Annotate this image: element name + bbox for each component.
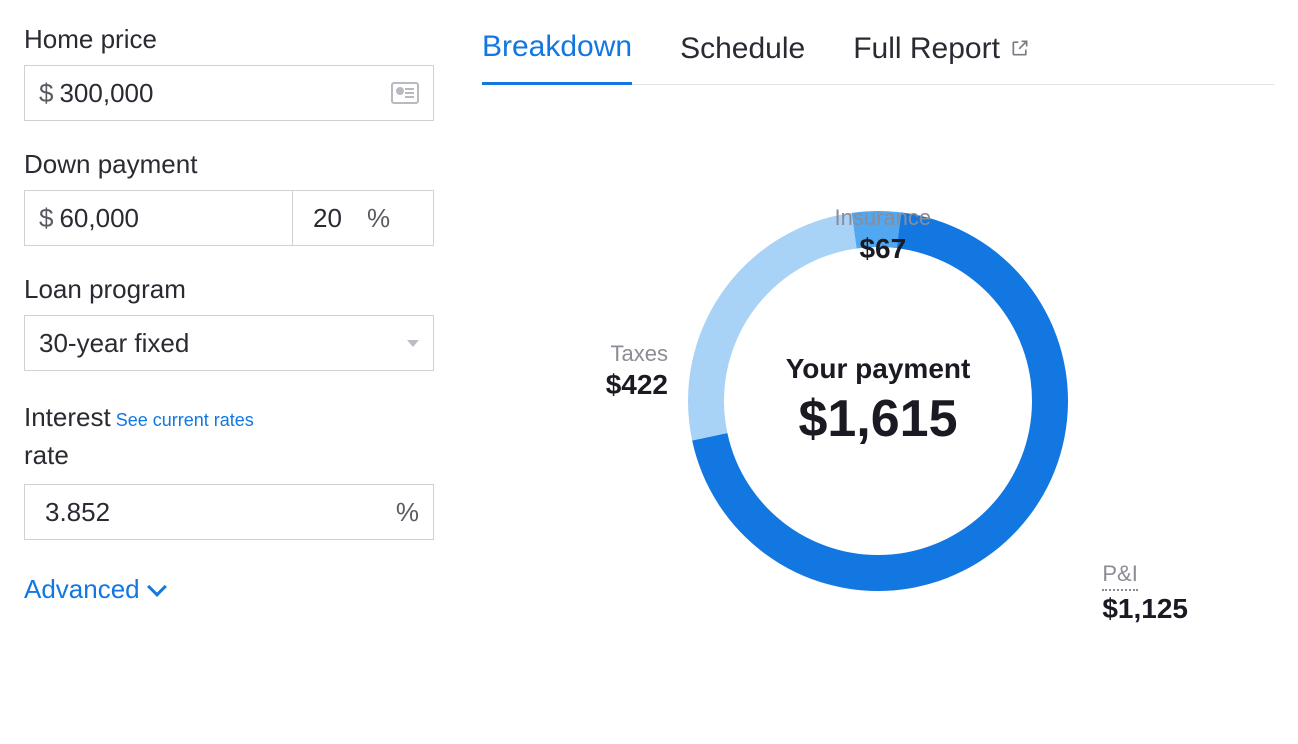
down-payment-amount-wrap[interactable]: $ (24, 190, 292, 246)
interest-group: Interest See current rates rate % (24, 399, 434, 540)
interest-label-part2: rate (24, 440, 69, 470)
loan-program-select[interactable]: 30-year fixed (24, 315, 434, 371)
home-price-input-wrap[interactable]: $ (24, 65, 434, 121)
segment-name: Taxes (528, 341, 668, 367)
segment-label-insurance: Insurance $67 (835, 205, 932, 265)
payment-chart: Your payment $1,615 Insurance $67 Taxes … (482, 121, 1274, 641)
loan-program-label: Loan program (24, 274, 434, 305)
home-price-label: Home price (24, 24, 434, 55)
segment-value: $67 (835, 233, 932, 265)
segment-label-pi: P&I $1,125 (1102, 561, 1188, 625)
external-link-icon (1010, 32, 1030, 66)
down-payment-pct-wrap[interactable]: % (292, 190, 434, 246)
percent-suffix: % (396, 497, 419, 528)
home-price-input[interactable] (53, 78, 391, 109)
segment-value: $422 (528, 369, 668, 401)
segment-label-taxes: Taxes $422 (528, 341, 668, 401)
interest-rate-wrap[interactable]: % (24, 484, 434, 540)
tabs: Breakdown Schedule Full Report (482, 24, 1274, 85)
dollar-prefix: $ (39, 203, 53, 234)
chevron-down-icon (407, 340, 419, 347)
chart-center-value: $1,615 (786, 389, 971, 449)
tab-breakdown[interactable]: Breakdown (482, 24, 632, 85)
interest-rate-input[interactable] (39, 497, 396, 528)
dollar-prefix: $ (39, 78, 53, 109)
see-current-rates-link[interactable]: See current rates (116, 410, 254, 430)
down-payment-group: Down payment $ % (24, 149, 434, 246)
tab-full-report[interactable]: Full Report (853, 24, 1030, 85)
tab-full-report-label: Full Report (853, 32, 1000, 66)
home-price-group: Home price $ (24, 24, 434, 121)
down-payment-label: Down payment (24, 149, 434, 180)
form-panel: Home price $ Down payment $ % Loan (24, 24, 434, 641)
loan-program-group: Loan program 30-year fixed (24, 274, 434, 371)
tab-schedule[interactable]: Schedule (680, 24, 805, 85)
advanced-toggle[interactable]: Advanced (24, 574, 164, 605)
interest-label-part1: Interest (24, 402, 111, 432)
segment-name: P&I (1102, 561, 1137, 591)
percent-suffix: % (367, 203, 390, 234)
segment-name: Insurance (835, 205, 932, 231)
loan-program-value: 30-year fixed (39, 328, 189, 359)
result-panel: Breakdown Schedule Full Report Your paym… (482, 24, 1274, 641)
down-payment-pct-input[interactable] (307, 203, 367, 234)
advanced-label: Advanced (24, 574, 140, 605)
down-payment-input[interactable] (53, 203, 278, 234)
contact-card-icon (391, 82, 419, 104)
chart-center-title: Your payment (786, 353, 971, 385)
chart-center: Your payment $1,615 (786, 353, 971, 449)
segment-value: $1,125 (1102, 593, 1188, 625)
chevron-down-icon (147, 577, 167, 597)
